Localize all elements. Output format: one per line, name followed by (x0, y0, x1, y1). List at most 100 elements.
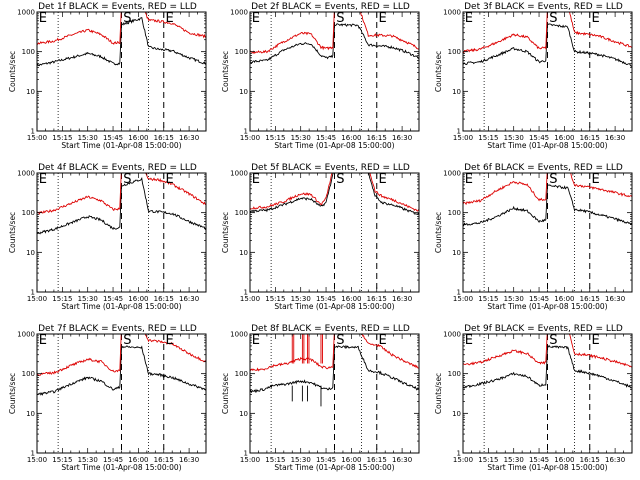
y-tick-label: 1 (31, 450, 35, 458)
y-tick-label: 10 (26, 410, 35, 418)
x-tick-label: 16:00 (341, 456, 361, 464)
event-marker-3: E (165, 333, 173, 348)
x-tick-label: 15:00 (453, 295, 473, 303)
event-marker-3: E (378, 172, 386, 187)
x-tick-label: 15:00 (240, 456, 260, 464)
y-tick-label: 10 (239, 249, 248, 257)
x-tick-label: 16:15 (367, 295, 387, 303)
y-tick-label: 1000 (230, 9, 248, 17)
y-axis-label: Counts/sec (8, 51, 17, 92)
panel-title: Det 6f BLACK = Events, RED = LLD (464, 163, 623, 173)
lld-series (37, 334, 206, 376)
event-marker-1: E (252, 11, 260, 26)
events-series (37, 345, 206, 396)
event-marker-2: S (123, 11, 131, 26)
y-tick-label: 1000 (230, 170, 248, 178)
event-marker-3: E (591, 11, 599, 26)
x-tick-label: 16:30 (179, 456, 199, 464)
panel-title: Det 9f BLACK = Events, RED = LLD (464, 324, 623, 334)
x-tick-label: 16:15 (154, 134, 174, 142)
x-axis-label: Start Time (01-Apr-08 15:00:00) (61, 141, 181, 150)
x-tick-label: 15:15 (265, 295, 285, 303)
x-axis-label: Start Time (01-Apr-08 15:00:00) (61, 463, 181, 472)
y-tick-label: 100 (448, 48, 461, 56)
events-series (37, 17, 206, 67)
y-tick-label: 1000 (443, 331, 461, 339)
x-tick-label: 15:00 (240, 295, 260, 303)
x-tick-label: 15:30 (78, 134, 98, 142)
x-tick-label: 15:30 (291, 134, 311, 142)
x-tick-label: 15:15 (52, 456, 72, 464)
y-tick-label: 100 (22, 48, 35, 56)
x-tick-label: 15:00 (240, 134, 260, 142)
x-axis-label: Start Time (01-Apr-08 15:00:00) (487, 141, 607, 150)
panel-title: Det 2f BLACK = Events, RED = LLD (251, 2, 410, 12)
x-tick-label: 15:45 (529, 134, 549, 142)
panel-title: Det 5f BLACK = Events, RED = LLD (251, 163, 410, 173)
x-tick-label: 16:30 (392, 295, 412, 303)
x-tick-label: 15:15 (265, 456, 285, 464)
x-tick-label: 16:15 (154, 295, 174, 303)
x-tick-label: 16:15 (367, 134, 387, 142)
x-tick-label: 16:00 (128, 134, 148, 142)
y-tick-label: 100 (448, 370, 461, 378)
x-tick-label: 15:30 (291, 456, 311, 464)
event-marker-3: E (591, 172, 599, 187)
lld-spike-3 (307, 334, 310, 364)
x-tick-label: 16:30 (605, 134, 625, 142)
x-axis-label: Start Time (01-Apr-08 15:00:00) (274, 141, 394, 150)
lld-spike-2 (301, 334, 305, 364)
x-tick-label: 16:00 (554, 295, 574, 303)
y-tick-label: 1000 (17, 331, 35, 339)
events-series (250, 344, 419, 394)
x-tick-label: 15:15 (478, 295, 498, 303)
event-marker-2: S (123, 172, 131, 187)
y-tick-label: 100 (235, 48, 248, 56)
event-marker-1: E (39, 11, 47, 26)
lld-series (37, 12, 206, 45)
events-series (463, 344, 632, 389)
x-tick-label: 16:00 (554, 134, 574, 142)
event-marker-2: S (336, 333, 344, 348)
y-tick-label: 1 (457, 128, 461, 136)
x-axis-label: Start Time (01-Apr-08 15:00:00) (61, 302, 181, 311)
y-axis-label: Counts/sec (221, 212, 230, 253)
x-tick-label: 15:15 (52, 295, 72, 303)
x-tick-label: 15:00 (453, 456, 473, 464)
x-tick-label: 16:15 (580, 134, 600, 142)
events-series (463, 22, 632, 67)
lld-series (463, 12, 632, 54)
x-tick-label: 15:30 (504, 295, 524, 303)
y-tick-label: 10 (452, 88, 461, 96)
x-tick-label: 15:15 (265, 134, 285, 142)
event-marker-1: E (252, 172, 260, 187)
y-tick-label: 100 (235, 209, 248, 217)
lld-spike-1 (291, 334, 295, 364)
y-axis-label: Counts/sec (221, 373, 230, 414)
y-tick-label: 1000 (17, 9, 35, 17)
event-marker-2: S (123, 333, 131, 348)
y-axis-label: Counts/sec (8, 373, 17, 414)
x-tick-label: 15:30 (504, 456, 524, 464)
x-tick-label: 16:00 (341, 134, 361, 142)
y-tick-label: 10 (452, 249, 461, 257)
y-axis-label: Counts/sec (434, 51, 443, 92)
event-marker-2: S (549, 333, 557, 348)
event-marker-1: E (465, 172, 473, 187)
y-tick-label: 1 (244, 289, 248, 297)
lld-spike-4 (320, 334, 323, 364)
lld-series (37, 173, 206, 215)
x-tick-label: 16:00 (554, 456, 574, 464)
event-marker-3: E (378, 11, 386, 26)
x-tick-label: 16:30 (605, 295, 625, 303)
event-marker-1: E (465, 11, 473, 26)
panel-title: Det 4f BLACK = Events, RED = LLD (38, 163, 197, 173)
x-tick-label: 15:15 (478, 134, 498, 142)
